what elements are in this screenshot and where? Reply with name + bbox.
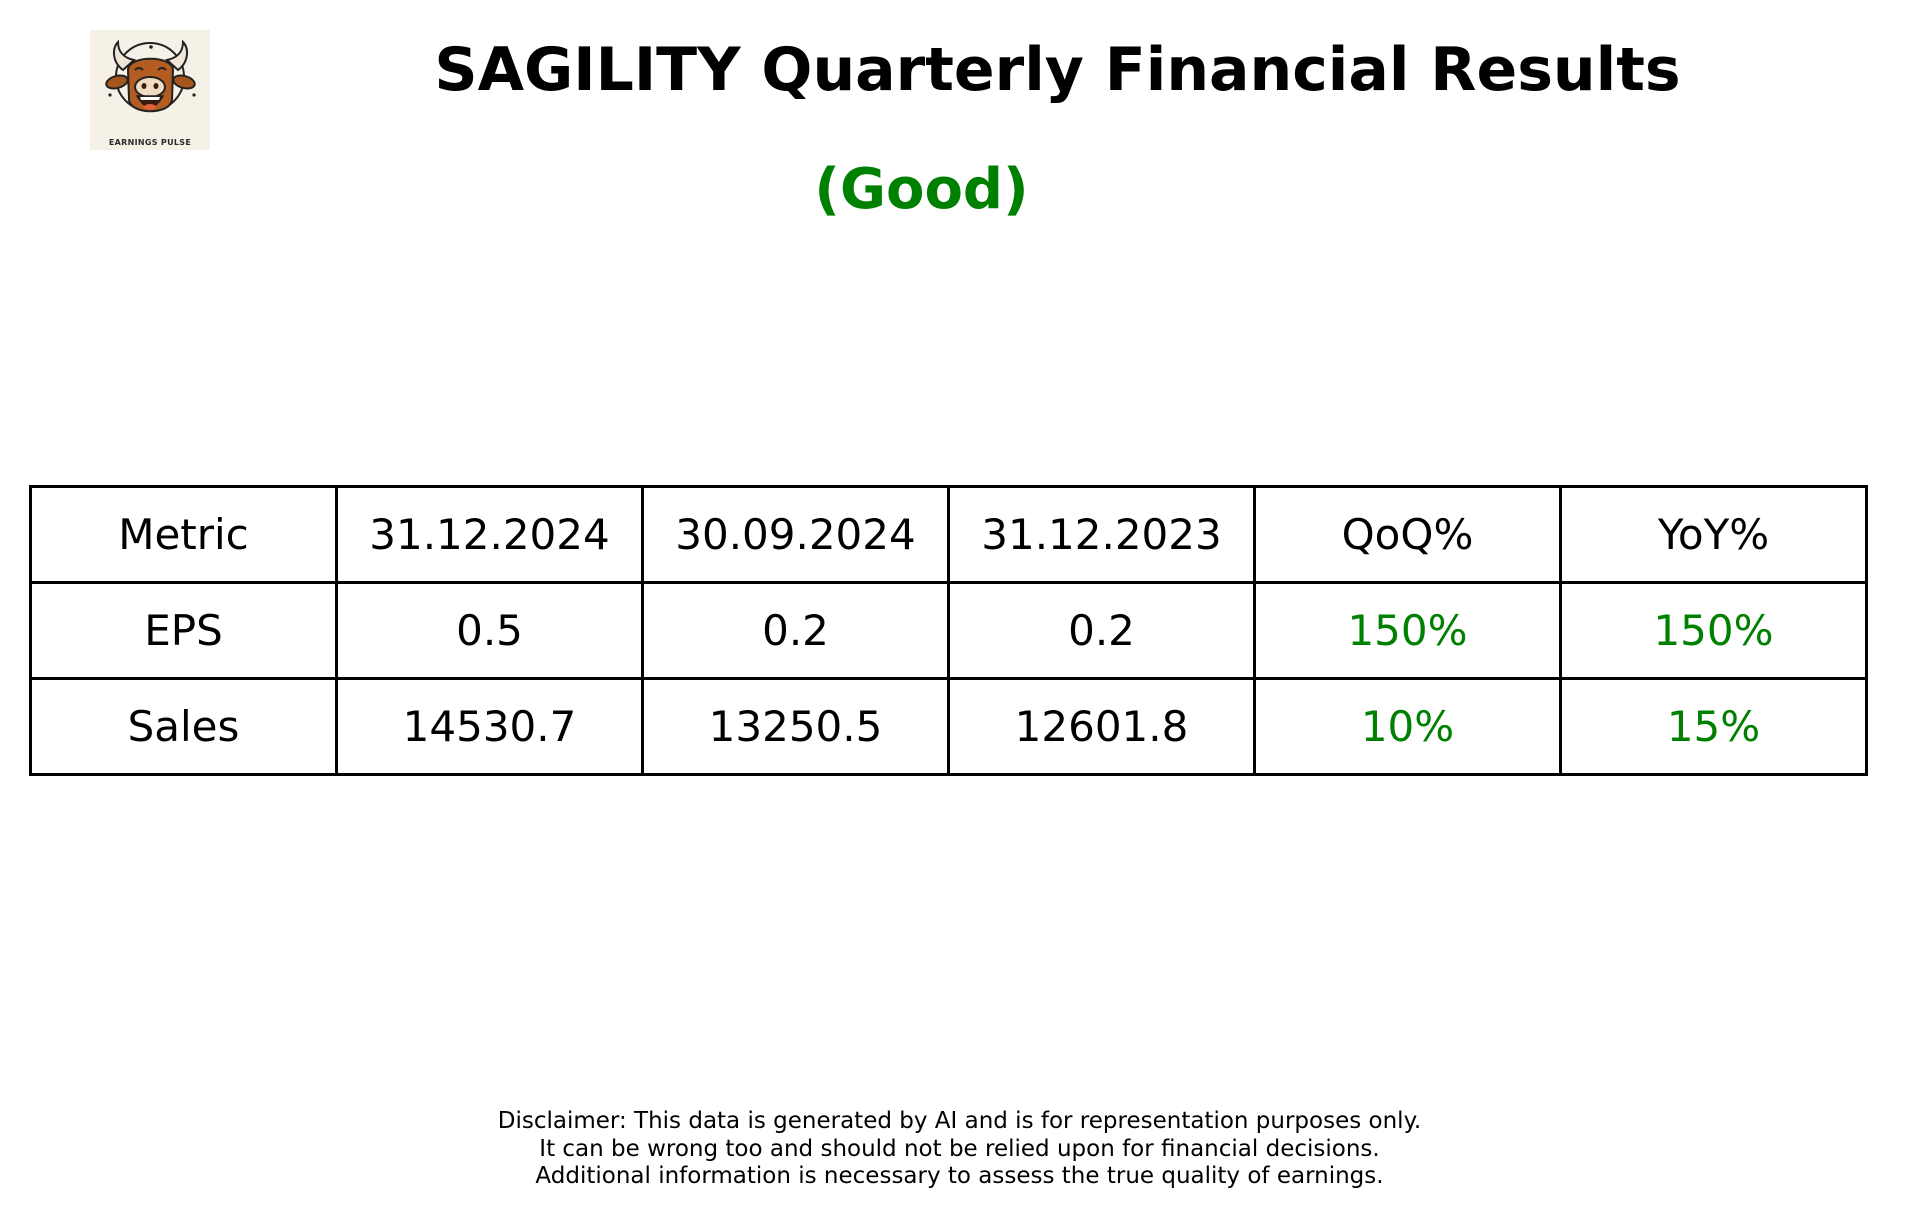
qoq-change: 150% — [1253, 581, 1562, 680]
column-header-current-quarter: 31.12.2024 — [335, 485, 644, 584]
column-header-previous-quarter: 30.09.2024 — [641, 485, 950, 584]
yoy-change: 15% — [1559, 677, 1868, 776]
disclaimer-line: Additional information is necessary to a… — [535, 1163, 1384, 1189]
value-year-ago-quarter: 0.2 — [947, 581, 1256, 680]
value-previous-quarter: 0.2 — [641, 581, 950, 680]
results-table: Metric 31.12.2024 30.09.2024 31.12.2023 … — [29, 485, 1868, 776]
qoq-change: 10% — [1253, 677, 1562, 776]
value-current-quarter: 0.5 — [335, 581, 644, 680]
page-title: SAGILITY Quarterly Financial Results — [434, 35, 1681, 105]
column-header-year-ago-quarter: 31.12.2023 — [947, 485, 1256, 584]
metric-name: Sales — [29, 677, 338, 776]
yoy-change: 150% — [1559, 581, 1868, 680]
disclaimer-line: Disclaimer: This data is generated by AI… — [497, 1108, 1422, 1134]
rating-label: (Good) — [814, 157, 1029, 222]
table-row: Sales 14530.7 13250.5 12601.8 10% 15% — [29, 677, 1868, 776]
laughing-bull-icon — [105, 39, 196, 113]
metric-name: EPS — [29, 581, 338, 680]
earnings-pulse-logo: EARNINGS PULSE — [90, 30, 210, 150]
column-header-qoq: QoQ% — [1253, 485, 1562, 584]
disclaimer-line: It can be wrong too and should not be re… — [539, 1135, 1380, 1162]
disclaimer: Disclaimer: This data is generated by AI… — [0, 1108, 1919, 1191]
value-current-quarter: 14530.7 — [335, 677, 644, 776]
value-previous-quarter: 13250.5 — [641, 677, 950, 776]
column-header-yoy: YoY% — [1559, 485, 1868, 584]
table-row: EPS 0.5 0.2 0.2 150% 150% — [29, 581, 1868, 680]
column-header-metric: Metric — [29, 485, 338, 584]
logo-text: EARNINGS PULSE — [108, 138, 192, 147]
value-year-ago-quarter: 12601.8 — [947, 677, 1256, 776]
table-header-row: Metric 31.12.2024 30.09.2024 31.12.2023 … — [29, 485, 1868, 584]
